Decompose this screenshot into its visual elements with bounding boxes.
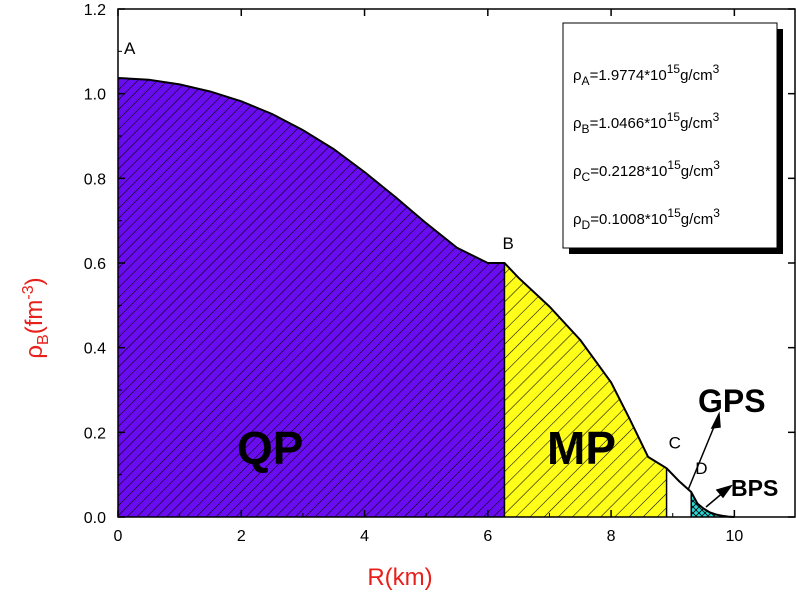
x-tick-label: 4	[360, 528, 369, 545]
y-tick-label: 1.0	[84, 87, 106, 104]
density-curve	[117, 77, 735, 518]
regions-layer	[118, 78, 735, 517]
region-gps-fill	[666, 468, 692, 517]
region-label-gps: GPS	[698, 383, 766, 419]
axis-ticks: 0 2 4 6 8 10 0.0 0.2 0.4 0.6 0.8 1.0 1.2	[84, 2, 795, 545]
svg-text:ρB(fm-3): ρB(fm-3)	[20, 277, 52, 358]
y-tick-label: 1.2	[84, 2, 106, 19]
region-bps-hatch	[691, 492, 735, 517]
x-tick-label: 6	[483, 528, 492, 545]
region-boundaries	[503, 263, 692, 517]
x-tick-label: 0	[114, 528, 123, 545]
x-tick-label: 10	[725, 528, 743, 545]
bps-arrow	[705, 484, 733, 508]
y-tick-label: 0.8	[84, 171, 106, 188]
point-label-b: B	[502, 234, 513, 253]
x-axis-title: R(km)	[367, 564, 432, 591]
region-qp-hatch	[118, 78, 505, 517]
legend-entry: ρA=1.9774*1015g/cm3	[573, 62, 720, 88]
region-label-bps: BPS	[731, 475, 778, 501]
y-tick-label: 0.2	[84, 425, 106, 442]
legend-entry: ρB=1.0466*1015g/cm3	[573, 110, 720, 136]
region-label-mp: MP	[547, 422, 616, 474]
point-label-a: A	[124, 39, 136, 58]
x-tick-label: 2	[237, 528, 246, 545]
y-axis-title: ρB(fm-3)	[20, 277, 52, 358]
x-tick-label: 8	[607, 528, 616, 545]
gps-arrow	[687, 411, 721, 491]
region-label-qp: QP	[237, 422, 303, 474]
legend: ρA=1.9774*1015g/cm3 ρB=1.0466*1015g/cm3 ρC…	[562, 22, 783, 254]
y-tick-label: 0.4	[84, 341, 106, 358]
region-mp-hatch	[504, 263, 667, 517]
legend-entry: ρD=0.1008*1015g/cm3	[573, 206, 720, 232]
y-tick-label: 0.6	[84, 256, 106, 273]
point-label-c: C	[669, 433, 681, 452]
legend-entry: ρC=0.2128*1015g/cm3	[573, 158, 720, 184]
y-tick-label: 0.0	[84, 510, 106, 527]
